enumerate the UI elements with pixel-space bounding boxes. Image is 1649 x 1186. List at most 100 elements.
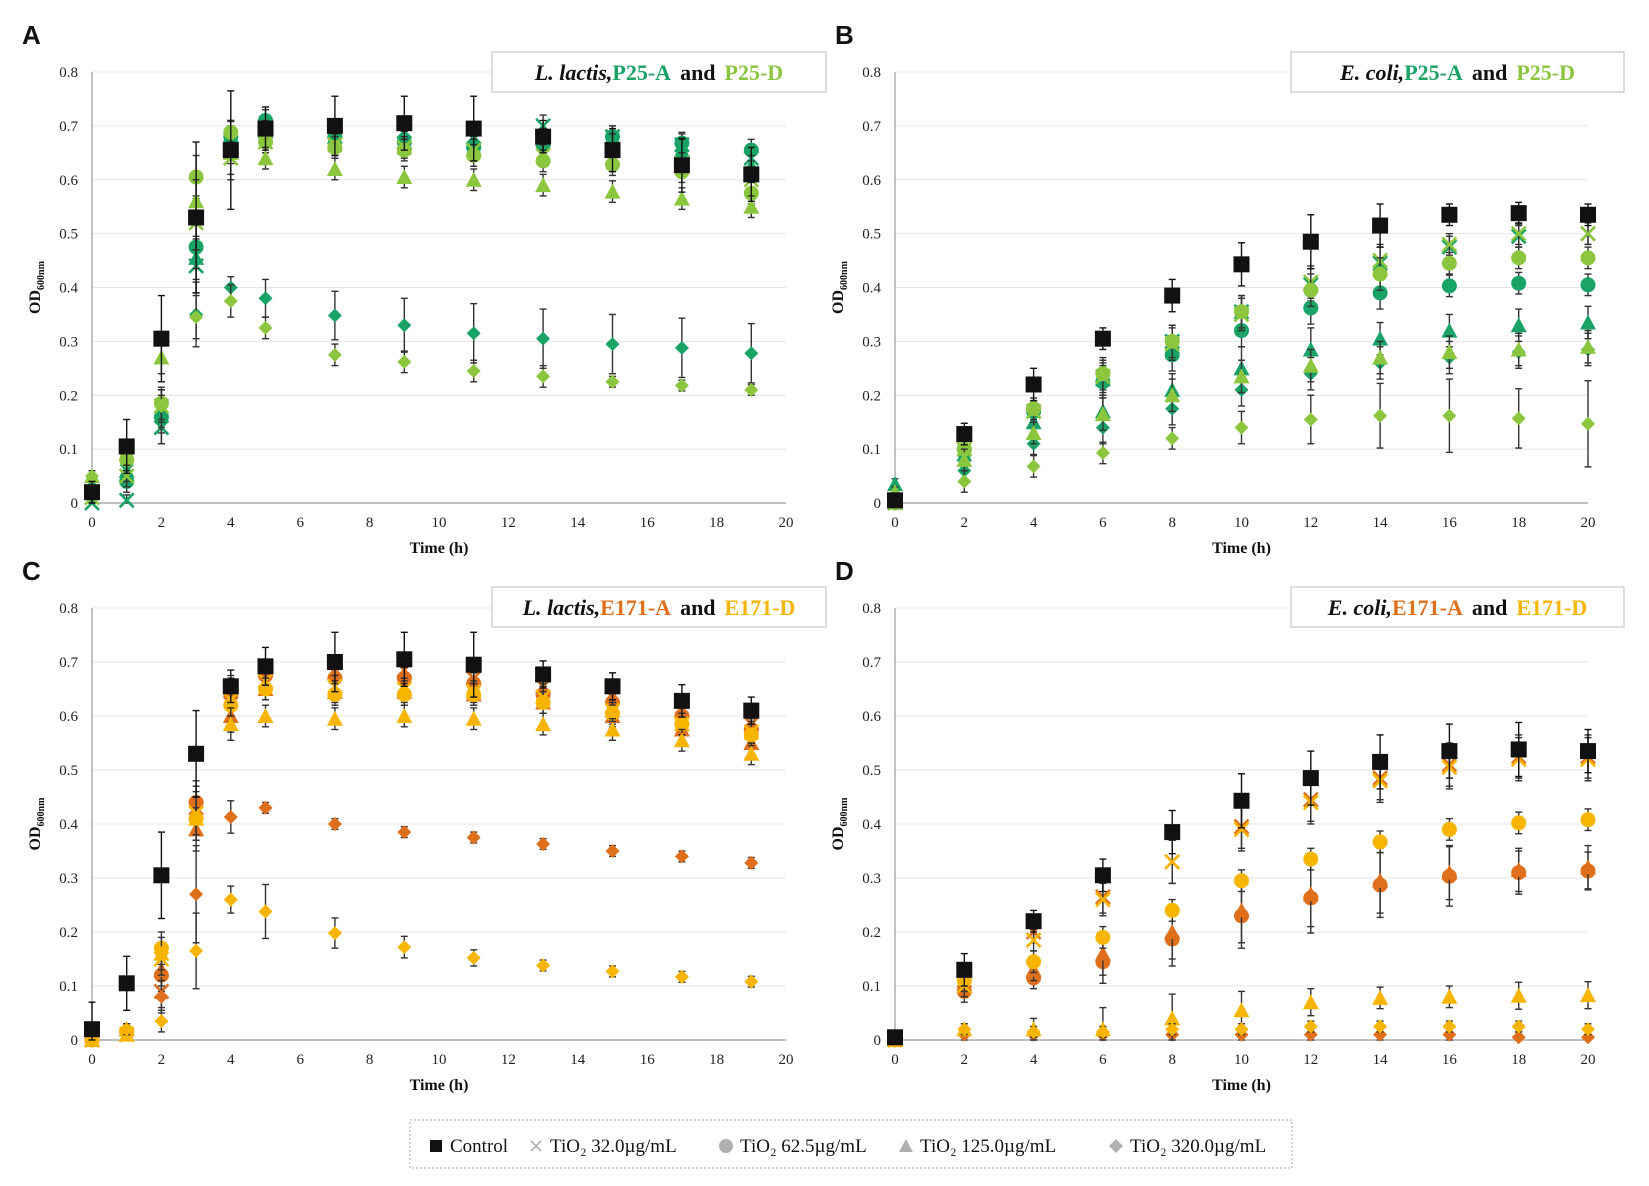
y-tick-label: 0 xyxy=(874,1033,882,1049)
x-tick-label: 14 xyxy=(570,515,586,531)
data-point xyxy=(118,438,135,455)
data-point xyxy=(1164,1010,1181,1026)
data-point xyxy=(535,153,551,169)
y-axis-title-main: OD xyxy=(27,826,44,850)
data-point xyxy=(1094,867,1111,884)
data-point xyxy=(673,732,690,748)
data-point xyxy=(1095,929,1111,945)
data-point xyxy=(1511,1030,1526,1045)
data-point xyxy=(1580,206,1596,223)
data-point xyxy=(118,468,135,484)
data-point xyxy=(327,686,343,702)
legend: Control TiO₂ 32.0µg/mL TiO₂ 62.5µg/mL TiO₂ … xyxy=(409,1119,1293,1169)
y-axis-title-subscript: 600nm xyxy=(839,260,850,290)
data-point xyxy=(536,369,551,384)
data-point xyxy=(887,476,903,492)
panel-title-box xyxy=(491,51,827,93)
data-point xyxy=(258,320,273,335)
series-e171-a-320-0 xyxy=(85,800,759,1047)
data-point xyxy=(743,166,760,183)
data-point xyxy=(887,492,903,509)
x-tick-label: 16 xyxy=(1442,515,1458,531)
series-e171-d-32-0 xyxy=(84,669,760,1048)
data-point xyxy=(1094,891,1111,908)
data-point xyxy=(1026,459,1041,474)
x-tick-label: 8 xyxy=(1168,515,1176,531)
x-tick-label: 4 xyxy=(1030,1052,1038,1068)
data-point xyxy=(1372,266,1388,282)
data-point xyxy=(118,492,135,509)
data-point xyxy=(1233,902,1250,918)
data-point xyxy=(1164,824,1181,841)
x-tick-label: 16 xyxy=(640,515,656,531)
series-p25-d-125-0 xyxy=(887,329,1596,500)
data-point xyxy=(536,331,551,346)
x-tick-label: 18 xyxy=(1511,515,1526,531)
data-point xyxy=(1164,287,1181,304)
conjunction-label: and xyxy=(680,60,715,85)
data-point xyxy=(397,318,412,333)
data-point xyxy=(1025,376,1042,393)
treatment-d-label: E171-D xyxy=(725,595,796,620)
panel-a: A 0 0.1 0.2 0.3 0.4 0.5 0.6 0.7 0.8 0 2 4 6 8 10 12 14 16 1… xyxy=(22,20,827,557)
series-p25-d-320-0 xyxy=(85,284,759,484)
x-tick-label: 2 xyxy=(158,515,166,531)
data-point xyxy=(1510,987,1527,1003)
series-p25-a-320-0 xyxy=(85,276,759,494)
treatment-d-label: P25-D xyxy=(725,60,784,85)
data-point xyxy=(1094,945,1111,961)
y-tick-label: 0.7 xyxy=(59,119,78,135)
x-tick-label: 0 xyxy=(891,515,899,531)
x-tick-label: 16 xyxy=(1442,1052,1458,1068)
y-tick-label: 0.1 xyxy=(59,442,78,458)
data-point xyxy=(188,209,205,226)
x-tick-label: 8 xyxy=(1168,1052,1176,1068)
data-point xyxy=(535,177,552,193)
series-e171-d-320-0 xyxy=(85,883,759,1047)
data-point xyxy=(1095,366,1111,382)
data-point xyxy=(1511,275,1527,291)
x-tick-label: 0 xyxy=(88,515,96,531)
data-point xyxy=(153,945,170,961)
data-point xyxy=(1373,408,1388,423)
panel-title-box xyxy=(491,586,827,628)
x-tick-label: 12 xyxy=(1303,1052,1318,1068)
y-tick-label: 0.1 xyxy=(862,979,881,995)
data-point xyxy=(673,692,690,709)
legend-label: TiO₂ 125.0µg/mL xyxy=(920,1136,1056,1157)
data-point xyxy=(1165,431,1180,446)
treatment-a-label: P25-A xyxy=(1404,60,1463,85)
x-tick-label: 20 xyxy=(779,515,794,531)
data-point xyxy=(1233,256,1250,273)
data-point xyxy=(1441,988,1458,1004)
data-point xyxy=(1373,1027,1388,1042)
panel-b: B 0 0.1 0.2 0.3 0.4 0.5 0.6 0.7 0.8 0 2 4 6 8 10 12 14 16 1… xyxy=(830,20,1625,557)
data-point xyxy=(223,809,238,824)
data-point xyxy=(887,1029,903,1046)
legend-symbol xyxy=(719,1139,733,1153)
data-point xyxy=(223,892,238,907)
data-point xyxy=(604,142,621,159)
x-axis-title: Time (h) xyxy=(1212,540,1271,557)
data-point xyxy=(154,989,169,1004)
series-p25-d-32-0 xyxy=(84,130,760,506)
y-tick-label: 0.6 xyxy=(59,173,78,189)
data-point xyxy=(956,451,973,467)
panel-title: E. coli,P25-A and P25-D xyxy=(1339,60,1575,85)
data-point xyxy=(1580,314,1596,330)
x-tick-label: 2 xyxy=(158,1052,166,1068)
data-point xyxy=(605,844,620,858)
data-point xyxy=(258,291,273,306)
data-point xyxy=(605,337,620,352)
data-point xyxy=(604,183,621,199)
panel-d: D 0 0.1 0.2 0.3 0.4 0.5 0.6 0.7 0.8 0 2 4 6 8 10 12 14 16 1… xyxy=(830,556,1625,1094)
y-tick-label: 0.8 xyxy=(862,65,881,81)
data-point xyxy=(223,293,238,308)
y-tick-label: 0.6 xyxy=(59,709,78,725)
data-point xyxy=(1164,902,1180,918)
organism-label: L. lactis, xyxy=(522,595,601,620)
data-point xyxy=(327,347,342,362)
legend-symbol xyxy=(899,1139,913,1152)
data-point xyxy=(956,961,973,978)
x-tick-label: 4 xyxy=(227,1052,235,1068)
